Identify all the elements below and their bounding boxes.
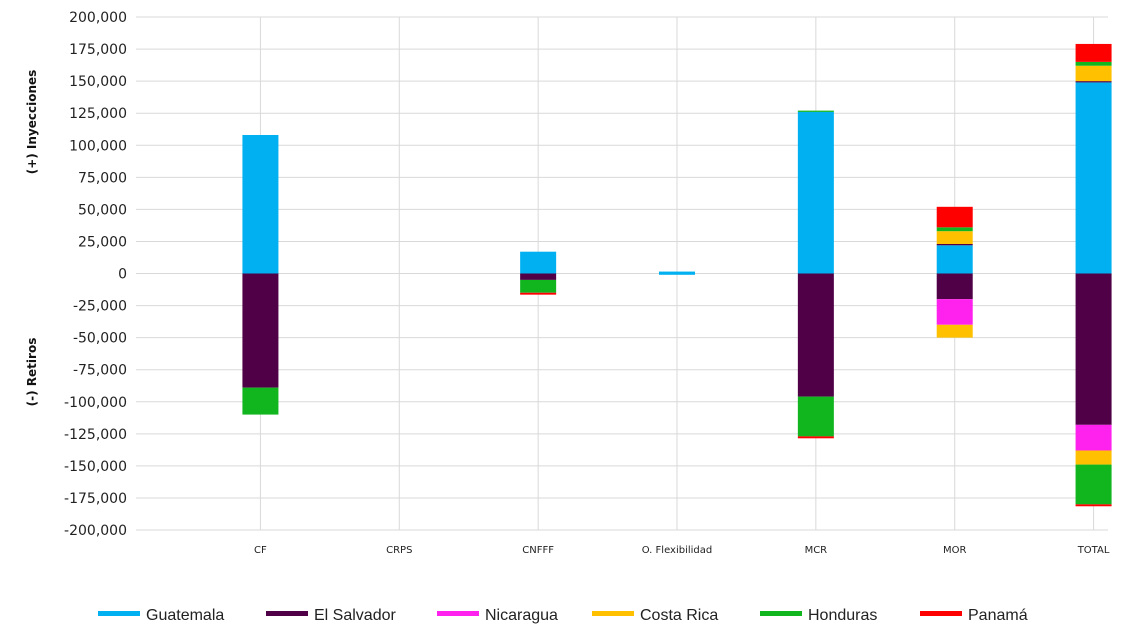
legend-label: Nicaragua [485, 607, 558, 624]
y-tick-label: -25,000 [73, 299, 127, 315]
x-tick-label: MCR [805, 545, 828, 556]
y-tick-label: 25,000 [78, 234, 127, 250]
bar-segment [520, 251, 557, 274]
bar-segment [936, 273, 973, 300]
x-tick-label: CNFFF [522, 545, 554, 556]
legend-swatch [592, 611, 634, 616]
legend-label: Panamá [968, 607, 1028, 624]
bar-segment [936, 299, 973, 325]
y-label-withdrawals: (-) Retiros [25, 338, 39, 407]
legend-label: El Salvador [314, 607, 396, 624]
y-tick-label: 50,000 [78, 202, 127, 218]
bar-segment [797, 436, 834, 439]
bar-segment [659, 273, 695, 275]
x-tick-label: TOTAL [1077, 545, 1110, 556]
bar-segment [936, 227, 973, 232]
bar-segment [936, 231, 973, 245]
x-tick-label: CF [254, 545, 267, 556]
y-tick-label: 75,000 [78, 170, 127, 186]
bar-segment [797, 273, 834, 397]
bar-segment [1075, 65, 1112, 82]
y-tick-label: -100,000 [64, 395, 127, 411]
bar-segment [1075, 81, 1112, 83]
bar-segment [797, 396, 834, 437]
bar-segment [1075, 61, 1112, 66]
bar-segment [1075, 273, 1112, 425]
legend-label: Costa Rica [640, 607, 718, 624]
bar-segment [242, 134, 279, 274]
bar-segment [659, 271, 695, 274]
legend: Guatemala El Salvador Nicaragua Costa Rica H… [98, 607, 1028, 624]
y-label-injections: (+) Inyecciones [25, 70, 39, 175]
bar-segment [936, 206, 973, 228]
y-tick-label: 150,000 [69, 74, 127, 90]
y-tick-label: -125,000 [64, 427, 127, 443]
legend-swatch [760, 611, 802, 616]
y-tick-label: 125,000 [69, 106, 127, 122]
bar-segment [520, 292, 557, 295]
bar-segment [1075, 82, 1112, 274]
y-tick-label: 200,000 [69, 10, 127, 26]
bar-segment [520, 273, 557, 280]
y-tick-label: -175,000 [64, 491, 127, 507]
bar-segment [242, 273, 279, 388]
y-tick-label: -150,000 [64, 459, 127, 475]
bar-segment [1075, 424, 1112, 451]
bar-segment [936, 244, 973, 246]
legend-swatch [437, 611, 479, 616]
x-tick-label: MOR [943, 545, 966, 556]
legend-label: Guatemala [146, 607, 224, 624]
bar-segment [242, 387, 279, 415]
x-tick-label: O. Flexibilidad [642, 545, 713, 556]
legend-swatch [98, 611, 140, 616]
bar-segment [1075, 504, 1112, 507]
y-tick-label: -50,000 [73, 331, 127, 347]
bar-segment [797, 110, 834, 112]
y-tick-label: 100,000 [69, 138, 127, 154]
bar-segment [1075, 43, 1112, 62]
legend-swatch [266, 611, 308, 616]
y-tick-label: 175,000 [69, 42, 127, 58]
legend-swatch [920, 611, 962, 616]
axes: 200,000 175,000 150,000 125,000 100,000 75,00… [64, 10, 1110, 556]
bar-segment [936, 324, 973, 338]
legend-label: Honduras [808, 607, 877, 624]
y-tick-label: -75,000 [73, 363, 127, 379]
y-tick-label: 0 [118, 267, 127, 283]
bar-segment [1075, 464, 1112, 505]
bar-segment [1075, 450, 1112, 465]
bar-segment [520, 279, 557, 293]
bar-segment [936, 245, 973, 274]
bar-segment [797, 111, 834, 274]
y-tick-label: -200,000 [64, 523, 127, 539]
x-tick-label: CRPS [386, 545, 412, 556]
bars [242, 43, 1112, 507]
